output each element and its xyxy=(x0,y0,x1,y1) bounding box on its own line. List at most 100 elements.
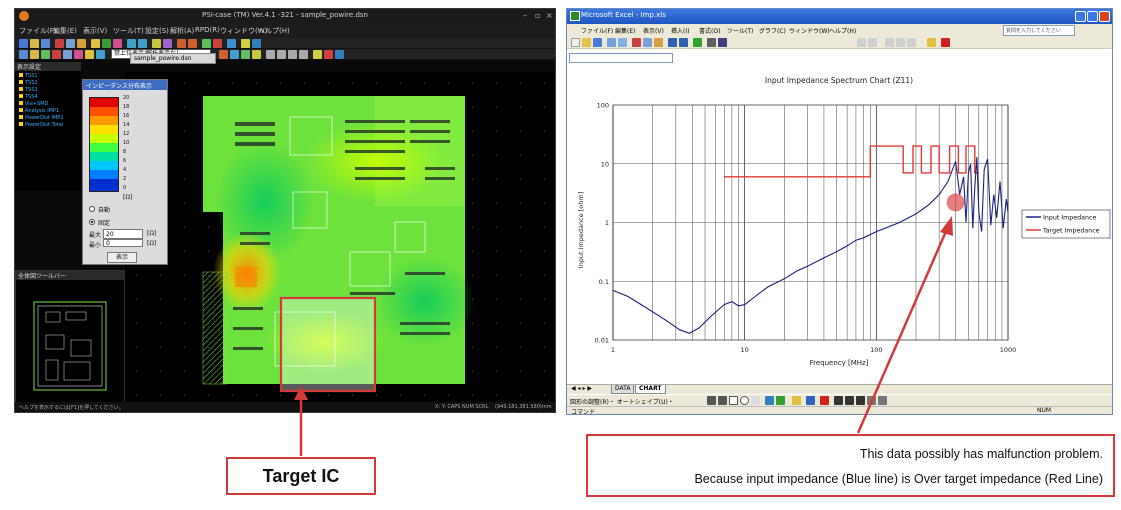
open-file-icon[interactable] xyxy=(582,38,591,47)
menu-help[interactable]: ヘルプ(H) xyxy=(258,27,290,35)
mode-fixed-radio[interactable] xyxy=(89,219,95,225)
layer-down-icon[interactable] xyxy=(252,50,261,59)
minimize-icon[interactable]: – xyxy=(523,11,527,20)
zoom-in-icon[interactable] xyxy=(127,39,136,48)
menu-window[interactable]: ウィンドウ(W) xyxy=(220,27,268,35)
menu-insert[interactable]: 挿入(I) xyxy=(671,28,690,35)
tree-item[interactable]: Via+SMD xyxy=(19,101,48,107)
stop-icon[interactable] xyxy=(213,39,222,48)
mode-auto-radio[interactable] xyxy=(89,206,95,212)
name-box[interactable] xyxy=(569,53,673,63)
help-search-box[interactable]: 質問を入力してください xyxy=(1003,25,1075,36)
tab-data[interactable]: DATA xyxy=(611,385,635,394)
maximize-icon[interactable] xyxy=(1087,11,1098,22)
measure-icon[interactable] xyxy=(152,39,161,48)
layer-up-icon[interactable] xyxy=(241,50,250,59)
tree-item[interactable]: Analysis IMP1 xyxy=(19,108,59,114)
tree-item[interactable]: PowerDist Total xyxy=(19,122,63,128)
pcb-canvas[interactable] xyxy=(125,72,555,402)
maximize-icon[interactable]: ▫ xyxy=(535,11,541,20)
save-icon[interactable] xyxy=(593,38,602,47)
menu-help[interactable]: ヘルプ(H) xyxy=(829,28,857,35)
textbox-tool-icon[interactable] xyxy=(751,396,760,405)
copy-icon[interactable] xyxy=(643,38,652,47)
display-icon[interactable] xyxy=(227,39,236,48)
max-value-input[interactable] xyxy=(103,229,143,239)
route-icon[interactable] xyxy=(113,39,122,48)
arrow-tool-icon[interactable] xyxy=(718,396,727,405)
menu-settings[interactable]: 設定(S) xyxy=(145,27,169,35)
italic-icon[interactable] xyxy=(868,38,877,47)
save-icon[interactable] xyxy=(41,39,50,48)
chart-wizard-icon[interactable] xyxy=(693,38,702,47)
net-icon[interactable] xyxy=(96,50,105,59)
menu-tools[interactable]: ツール(T) xyxy=(727,28,754,35)
mirror-icon[interactable] xyxy=(63,50,72,59)
analysis-icon[interactable] xyxy=(163,39,172,48)
bold-icon[interactable] xyxy=(857,38,866,47)
tree-item[interactable]: TSS3 xyxy=(19,87,38,93)
new-file-icon[interactable] xyxy=(19,39,28,48)
menu-edit[interactable]: 編集(E) xyxy=(615,28,636,35)
line-style-icon[interactable] xyxy=(834,396,843,405)
select-icon[interactable] xyxy=(19,50,28,59)
close-icon[interactable]: × xyxy=(546,11,553,20)
display-button[interactable]: 表示 xyxy=(107,252,137,263)
sort-icon[interactable] xyxy=(718,38,727,47)
minimize-icon[interactable] xyxy=(1075,11,1086,22)
tree-item[interactable]: TSS4 xyxy=(19,94,38,100)
menu-format[interactable]: 書式(O) xyxy=(699,28,721,35)
arrow-left-icon[interactable] xyxy=(219,50,228,59)
redo-icon[interactable] xyxy=(188,39,197,48)
flag-icon[interactable] xyxy=(324,50,333,59)
grid-icon[interactable] xyxy=(102,39,111,48)
menu-view[interactable]: 表示(V) xyxy=(643,28,664,35)
zoom-out-icon[interactable] xyxy=(138,39,147,48)
drawing-menu-label[interactable]: 図形の調整(R)・ オートシェイプ(U)・ xyxy=(570,399,674,406)
undo-icon[interactable] xyxy=(177,39,186,48)
min-value-input[interactable] xyxy=(103,239,143,247)
chart-area[interactable]: Input Impedance Spectrum Chart (Z11) 100… xyxy=(567,65,1112,383)
new-file-icon[interactable] xyxy=(571,38,580,47)
sum-icon[interactable] xyxy=(707,38,716,47)
menu-chart[interactable]: グラフ(C) xyxy=(759,28,786,35)
rectangle-tool-icon[interactable] xyxy=(729,396,738,405)
delete-icon[interactable] xyxy=(52,50,61,59)
cut-icon[interactable] xyxy=(632,38,641,47)
layer-3-icon[interactable] xyxy=(288,50,297,59)
menu-analysis[interactable]: 解析(A) xyxy=(170,27,195,35)
pad-icon[interactable] xyxy=(85,50,94,59)
copy-icon[interactable] xyxy=(66,39,75,48)
help-icon[interactable] xyxy=(252,39,261,48)
layer-4-icon[interactable] xyxy=(299,50,308,59)
menu-edit[interactable]: 編集(E) xyxy=(53,27,77,35)
align-left-icon[interactable] xyxy=(885,38,894,47)
3d-icon[interactable] xyxy=(878,396,887,405)
menu-file[interactable]: ファイル(F) xyxy=(581,28,614,35)
ellipse-tool-icon[interactable] xyxy=(740,396,749,405)
sheet-nav-icon[interactable]: ◀ ◂ ▸ ▶ xyxy=(571,385,592,392)
redo-icon[interactable] xyxy=(679,38,688,47)
clipart-icon[interactable] xyxy=(765,396,774,405)
layer-1-icon[interactable] xyxy=(266,50,275,59)
via-icon[interactable] xyxy=(74,50,83,59)
fill-color-icon[interactable] xyxy=(927,38,936,47)
font-color-icon[interactable] xyxy=(820,396,829,405)
menu-file[interactable]: ファイル(F) xyxy=(19,27,57,35)
align-center-icon[interactable] xyxy=(896,38,905,47)
paste-icon[interactable] xyxy=(654,38,663,47)
tree-item[interactable]: TSS1 xyxy=(19,73,38,79)
tab-sample-powire[interactable]: sample_powire.dsn xyxy=(130,53,216,64)
fill-color-icon[interactable] xyxy=(792,396,801,405)
align-right-icon[interactable] xyxy=(907,38,916,47)
refresh-icon[interactable] xyxy=(230,50,239,59)
cut-icon[interactable] xyxy=(55,39,64,48)
open-file-icon[interactable] xyxy=(30,39,39,48)
tab-chart[interactable]: CHART xyxy=(635,385,666,394)
move-icon[interactable] xyxy=(30,50,39,59)
rotate-icon[interactable] xyxy=(41,50,50,59)
menu-rpd[interactable]: RPD(R) xyxy=(195,26,220,34)
close-icon[interactable] xyxy=(1099,11,1110,22)
paste-icon[interactable] xyxy=(77,39,86,48)
menu-view[interactable]: 表示(V) xyxy=(83,27,108,35)
